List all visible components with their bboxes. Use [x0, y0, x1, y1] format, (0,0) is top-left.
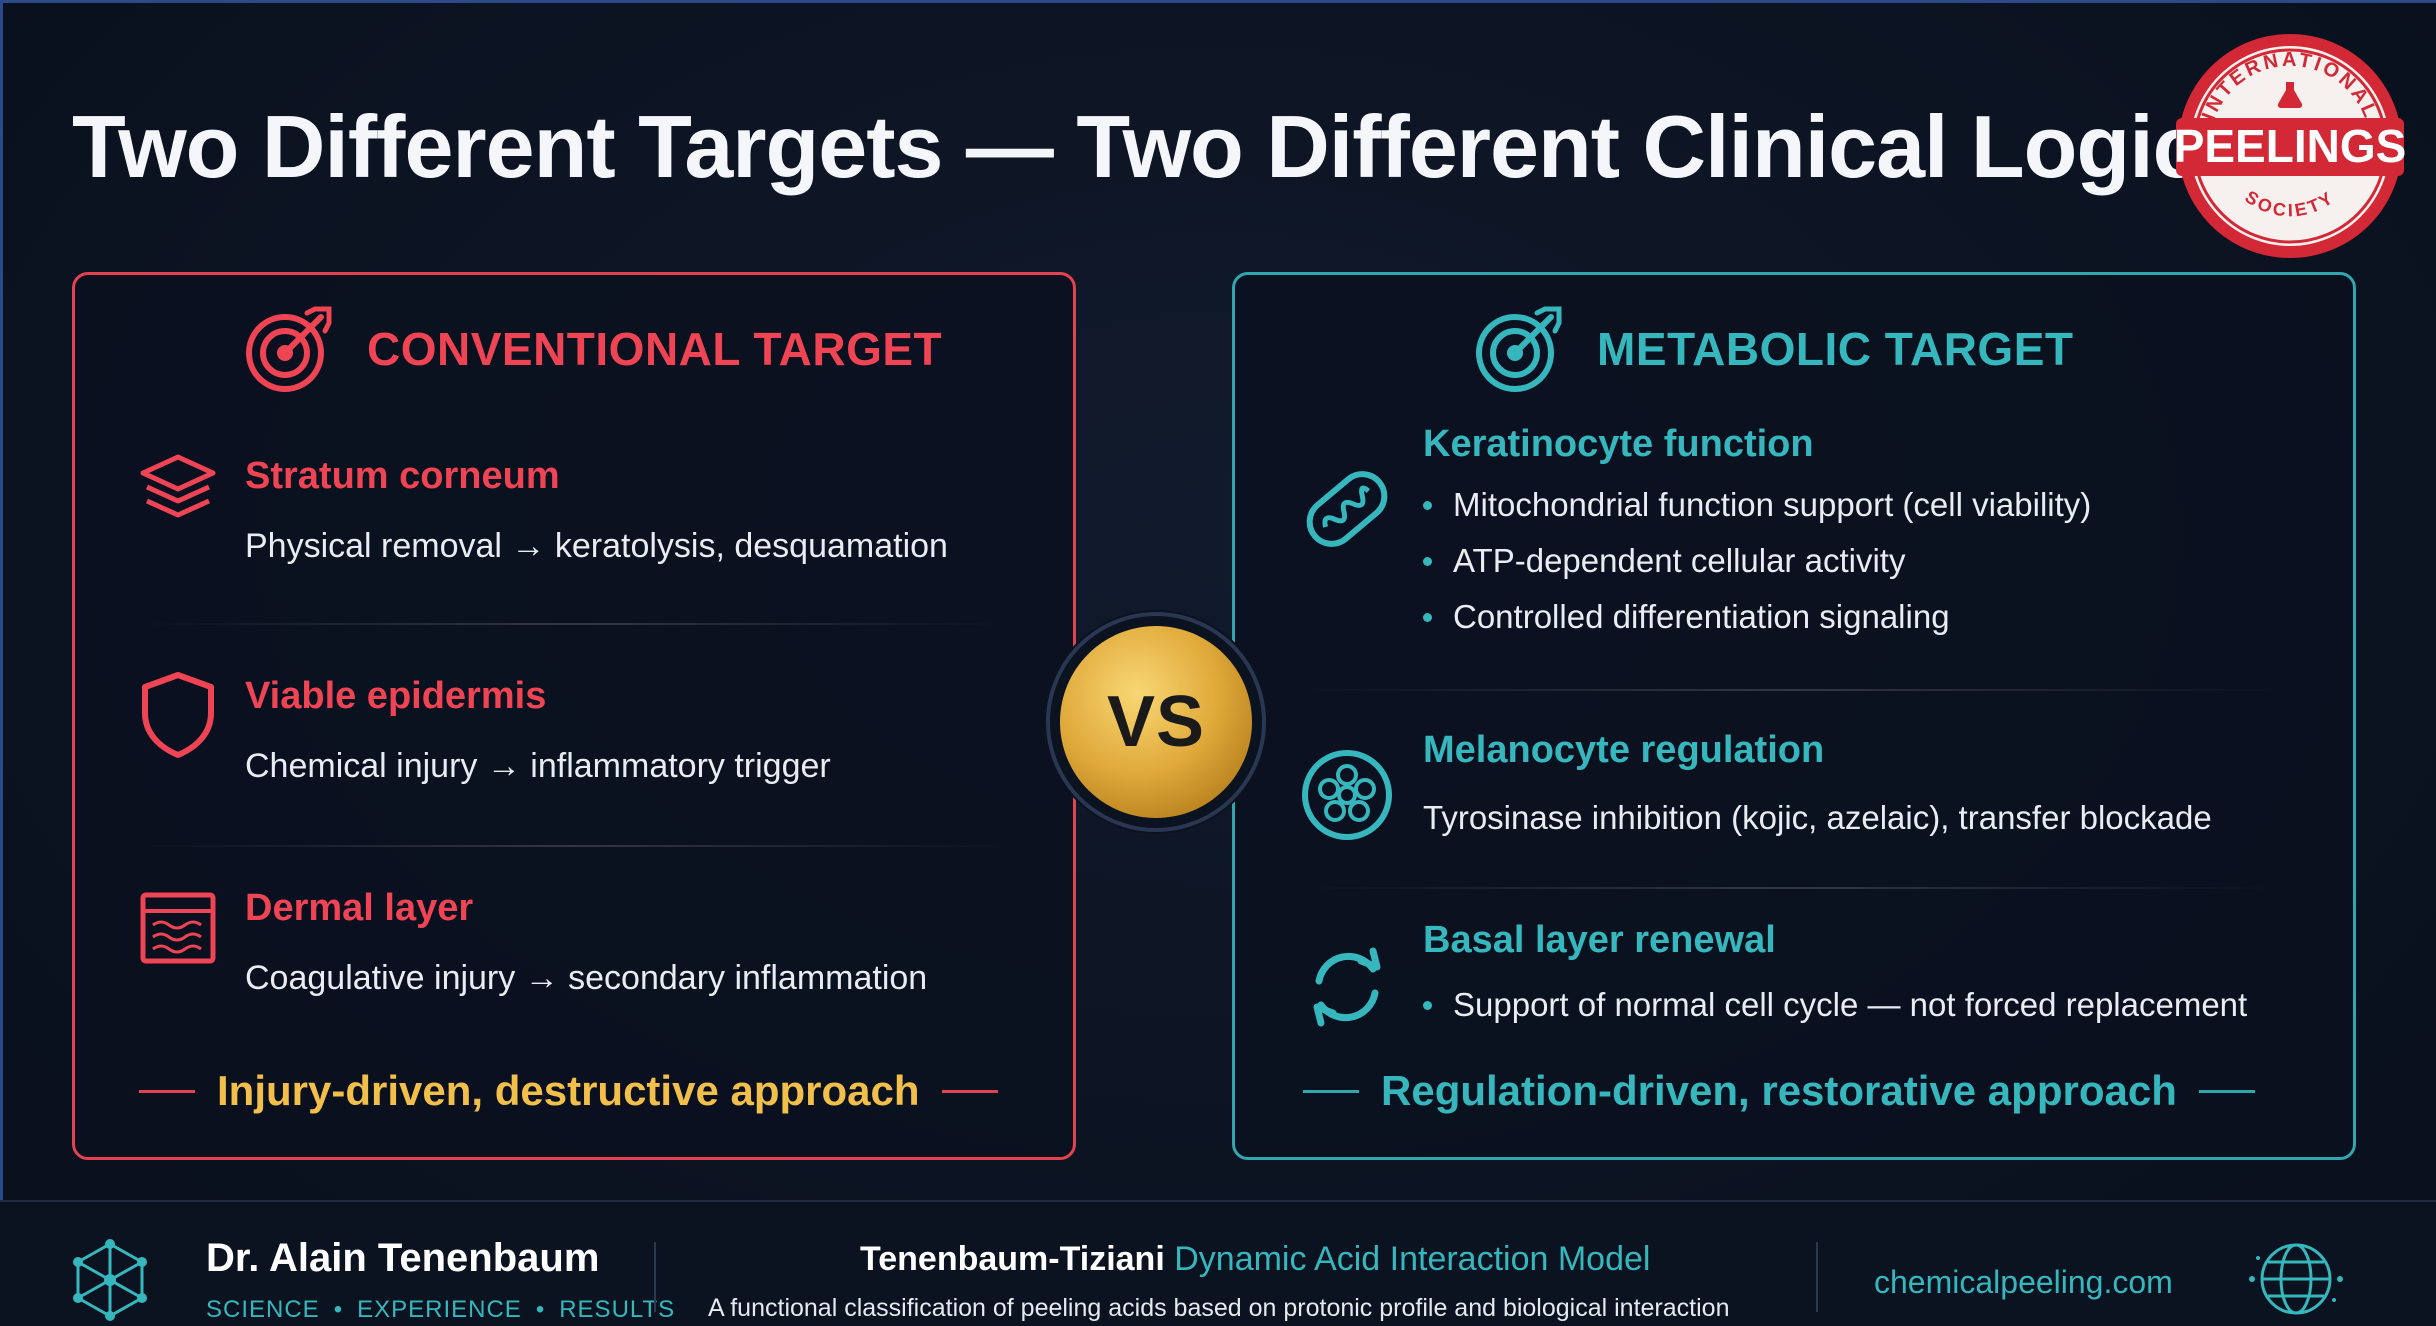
metabolic-target-panel: METABOLIC TARGET Keratinocyte function M…	[1232, 272, 2356, 1160]
dermal-layer-icon	[140, 892, 216, 964]
author-tagline: SCIENCE • EXPERIENCE • RESULTS	[206, 1296, 675, 1324]
melanocyte-desc: Tyrosinase inhibition (kojic, azelaic), …	[1423, 799, 2212, 836]
basal-renewal-bullets: Support of normal cell cycle — not force…	[1423, 977, 2247, 1033]
keratinocyte-title: Keratinocyte function	[1423, 423, 1814, 465]
decor-line	[1303, 1089, 1359, 1093]
tagline-word: SCIENCE	[206, 1296, 320, 1323]
layers-icon	[140, 454, 216, 518]
viable-epidermis-title: Viable epidermis	[245, 675, 547, 717]
flask-icon	[2277, 82, 2303, 109]
decor-line	[2198, 1089, 2255, 1093]
divider	[654, 1242, 656, 1312]
conventional-approach-note: Injury-driven, destructive approach	[139, 1067, 998, 1115]
model-title-accent: Dynamic Acid Interaction Model	[1174, 1240, 1651, 1278]
conventional-target-heading: CONVENTIONAL TARGET	[367, 323, 943, 375]
page-title: Two Different Targets — Two Different Cl…	[72, 97, 2250, 196]
divider	[139, 623, 1009, 625]
seal-center-text: PEELINGS	[2174, 120, 2407, 172]
metabolic-target-header: METABOLIC TARGET	[1475, 305, 2073, 393]
target-icon	[1476, 306, 1562, 392]
metabolic-approach-text: Regulation-driven, restorative approach	[1381, 1067, 2177, 1114]
website-link[interactable]: chemicalpeeling.com	[1874, 1264, 2173, 1300]
globe-icon	[2249, 1243, 2343, 1315]
divider	[139, 845, 1009, 847]
melanocyte-title: Melanocyte regulation	[1423, 729, 1825, 771]
model-description: A functional classification of peeling a…	[708, 1294, 1730, 1322]
divider	[1301, 887, 2281, 889]
melanocyte-cell-icon	[1302, 750, 1392, 840]
viable-epidermis-desc: Chemical injury → inflammatory trigger	[245, 747, 831, 785]
vs-label: VS	[1106, 682, 1206, 762]
tagline-word: RESULTS	[559, 1296, 676, 1323]
list-item: Mitochondrial function support (cell via…	[1423, 477, 2091, 533]
conventional-target-panel: CONVENTIONAL TARGET Stratum corneum Phys…	[72, 272, 1076, 1160]
tagline-separator: •	[535, 1296, 546, 1323]
vs-coin-icon	[1044, 610, 1268, 834]
footer-bar: Dr. Alain Tenenbaum SCIENCE • EXPERIENCE…	[0, 1200, 2436, 1326]
tagline-word: EXPERIENCE	[357, 1296, 522, 1323]
dermal-layer-desc: Coagulative injury → secondary inflammat…	[245, 959, 928, 997]
model-title: Tenenbaum-Tiziani Dynamic Acid Interacti…	[860, 1240, 1650, 1279]
list-item: Support of normal cell cycle — not force…	[1423, 977, 2247, 1033]
metabolic-approach-note: Regulation-driven, restorative approach	[1303, 1067, 2255, 1115]
conventional-target-header: CONVENTIONAL TARGET	[245, 305, 942, 393]
decor-line	[139, 1089, 195, 1093]
mitochondria-icon	[1306, 471, 1388, 547]
keratinocyte-bullets: Mitochondrial function support (cell via…	[1423, 477, 2091, 645]
shield-icon	[142, 672, 214, 758]
list-item: Controlled differentiation signaling	[1423, 589, 2091, 645]
stratum-corneum-desc: Physical removal → keratolysis, desquama…	[245, 527, 948, 565]
target-icon	[246, 306, 332, 392]
stratum-corneum-title: Stratum corneum	[245, 455, 560, 497]
tagline-separator: •	[333, 1296, 344, 1323]
basal-renewal-title: Basal layer renewal	[1423, 919, 1776, 961]
decor-line	[941, 1089, 998, 1093]
conventional-approach-text: Injury-driven, destructive approach	[217, 1067, 920, 1114]
vs-badge: VS	[1040, 606, 1272, 838]
model-title-main: Tenenbaum-Tiziani	[860, 1240, 1165, 1278]
molecule-network-icon	[73, 1239, 147, 1321]
renewal-cycle-icon	[1313, 947, 1381, 1027]
peelings-society-seal: INTERNATIONAL SOCIETY PEELINGS	[2174, 34, 2407, 258]
metabolic-target-heading: METABOLIC TARGET	[1597, 323, 2074, 375]
author-name: Dr. Alain Tenenbaum	[206, 1236, 600, 1280]
divider	[1301, 689, 2281, 691]
list-item: ATP-dependent cellular activity	[1423, 533, 2091, 589]
divider	[1816, 1242, 1818, 1312]
dermal-layer-title: Dermal layer	[245, 887, 474, 929]
